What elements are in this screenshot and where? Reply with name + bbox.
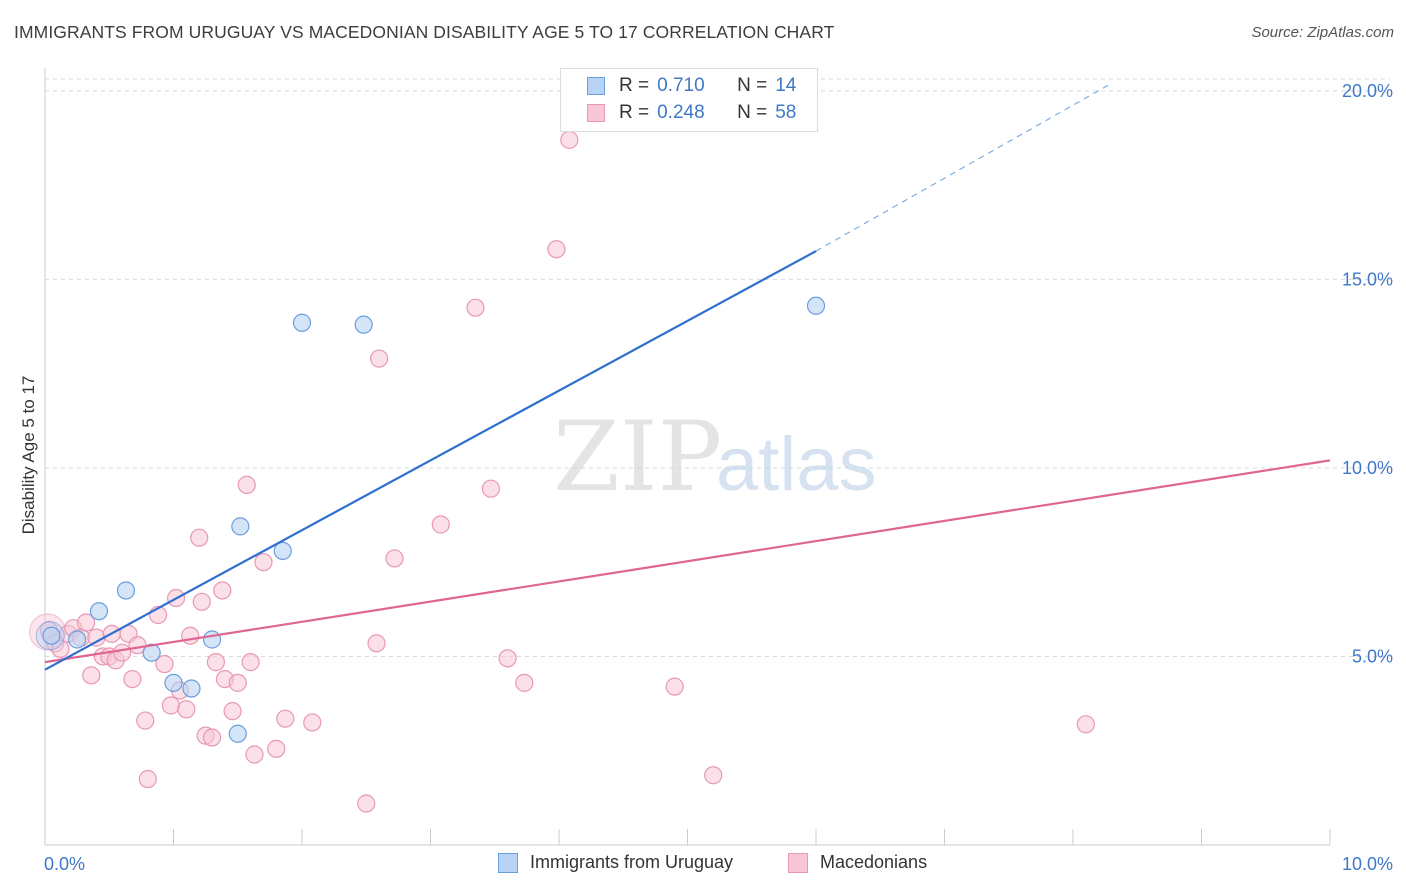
macedonians-trend-line xyxy=(44,459,1331,664)
uruguay-point xyxy=(42,626,61,645)
macedonians-point xyxy=(181,626,200,645)
macedonians-point xyxy=(237,475,256,494)
macedonians-point xyxy=(254,553,273,572)
watermark-atlas: atlas xyxy=(716,422,877,507)
uruguay-trend-extension xyxy=(815,82,1112,252)
bottom-legend-macedonians: Macedonians xyxy=(788,852,927,873)
chart-title: IMMIGRANTS FROM URUGUAY VS MACEDONIAN DI… xyxy=(14,22,835,42)
bottom-legend-label: Immigrants from Uruguay xyxy=(530,852,734,872)
uruguay-point xyxy=(68,630,87,649)
macedonians-point xyxy=(276,709,295,728)
macedonians-point xyxy=(77,613,96,632)
macedonians-point xyxy=(560,130,579,149)
legend-r-label: R = xyxy=(619,102,650,123)
macedonians-point xyxy=(241,653,260,672)
legend-n-label: N = xyxy=(737,75,768,96)
macedonians-point xyxy=(367,634,386,653)
legend-row-uruguay: R = 0.710 N = 14 xyxy=(587,74,796,98)
y-tick-label: 20.0% xyxy=(1342,81,1393,101)
legend-row-macedonians: R = 0.248 N = 58 xyxy=(587,101,796,125)
macedonians-point xyxy=(431,515,450,534)
macedonians-point xyxy=(1076,715,1095,734)
macedonians-point xyxy=(82,666,101,685)
x-tick-label: 0.0% xyxy=(44,854,85,874)
macedonians-point xyxy=(303,713,322,732)
uruguay-point xyxy=(142,643,161,662)
bottom-legend-uruguay: Immigrants from Uruguay xyxy=(498,852,733,873)
y-tick-label: 15.0% xyxy=(1342,269,1393,289)
uruguay-point xyxy=(202,630,222,649)
macedonians-point xyxy=(51,639,70,659)
macedonians-point xyxy=(357,794,376,813)
bottom-legend-swatch-blue xyxy=(498,852,518,873)
macedonians-point xyxy=(213,581,232,600)
macedonians-point xyxy=(202,728,222,747)
macedonians-point xyxy=(245,745,264,764)
macedonians-point xyxy=(155,654,174,674)
macedonians-point xyxy=(704,766,723,785)
macedonians-point xyxy=(123,669,142,689)
macedonians-point xyxy=(481,479,500,498)
x-tick-label: 10.0% xyxy=(1342,854,1393,874)
macedonians-point xyxy=(547,240,566,259)
uruguay-point xyxy=(164,673,183,692)
macedonians-point xyxy=(515,673,534,692)
source-label: Source: ZipAtlas.com xyxy=(1251,24,1394,41)
uruguay-point xyxy=(228,724,247,743)
legend-r-label: R = xyxy=(619,75,650,96)
legend-swatch-blue xyxy=(587,77,605,95)
legend-swatch-pink xyxy=(587,104,605,122)
macedonians-point xyxy=(190,528,209,547)
bottom-legend-label: Macedonians xyxy=(820,852,928,872)
macedonians-point xyxy=(228,673,247,692)
axes xyxy=(44,68,1331,846)
macedonians-point xyxy=(136,711,155,730)
uruguay-point xyxy=(273,541,292,560)
correlation-legend: R = 0.710 N = 14 R = 0.248 N = 58 xyxy=(560,68,818,132)
uruguay-trend-line xyxy=(44,250,817,671)
y-tick-label: 10.0% xyxy=(1342,458,1393,478)
trend-lines xyxy=(44,82,1331,671)
macedonians-point xyxy=(498,649,517,668)
watermark: ZIP atlas xyxy=(553,401,877,513)
macedonians-point xyxy=(665,677,684,696)
tick-labels: 5.0% 10.0% 15.0% 20.0% 0.0% 10.0% xyxy=(44,81,1393,874)
legend-r-value: 0.710 xyxy=(657,75,705,96)
macedonians-point xyxy=(370,349,389,368)
grid-lines xyxy=(45,78,1390,657)
macedonians-point xyxy=(138,769,157,789)
uruguay-points xyxy=(35,296,826,743)
uruguay-point xyxy=(806,296,826,315)
macedonians-point xyxy=(267,739,286,758)
uruguay-point xyxy=(292,313,312,332)
y-tick-label: 5.0% xyxy=(1352,646,1393,666)
macedonians-point xyxy=(192,592,211,611)
macedonians-point xyxy=(385,549,404,568)
macedonians-point xyxy=(466,298,485,317)
legend-n-value: 14 xyxy=(775,75,797,96)
macedonians-point xyxy=(112,643,132,662)
uruguay-point xyxy=(182,679,201,698)
bottom-legend-swatch-pink xyxy=(788,852,808,873)
legend-r-value: 0.248 xyxy=(657,102,705,123)
watermark-zip: ZIP xyxy=(553,401,722,513)
uruguay-point xyxy=(89,602,109,621)
macedonians-point xyxy=(161,696,181,715)
y-axis-label: Disability Age 5 to 17 xyxy=(19,376,38,535)
macedonians-point xyxy=(223,702,242,721)
legend-n-value: 58 xyxy=(775,102,797,123)
uruguay-point xyxy=(354,315,373,334)
legend-n-label: N = xyxy=(737,102,768,123)
macedonians-point xyxy=(206,653,226,672)
uruguay-point xyxy=(116,581,136,600)
macedonians-point xyxy=(177,700,196,719)
uruguay-point xyxy=(231,517,250,536)
